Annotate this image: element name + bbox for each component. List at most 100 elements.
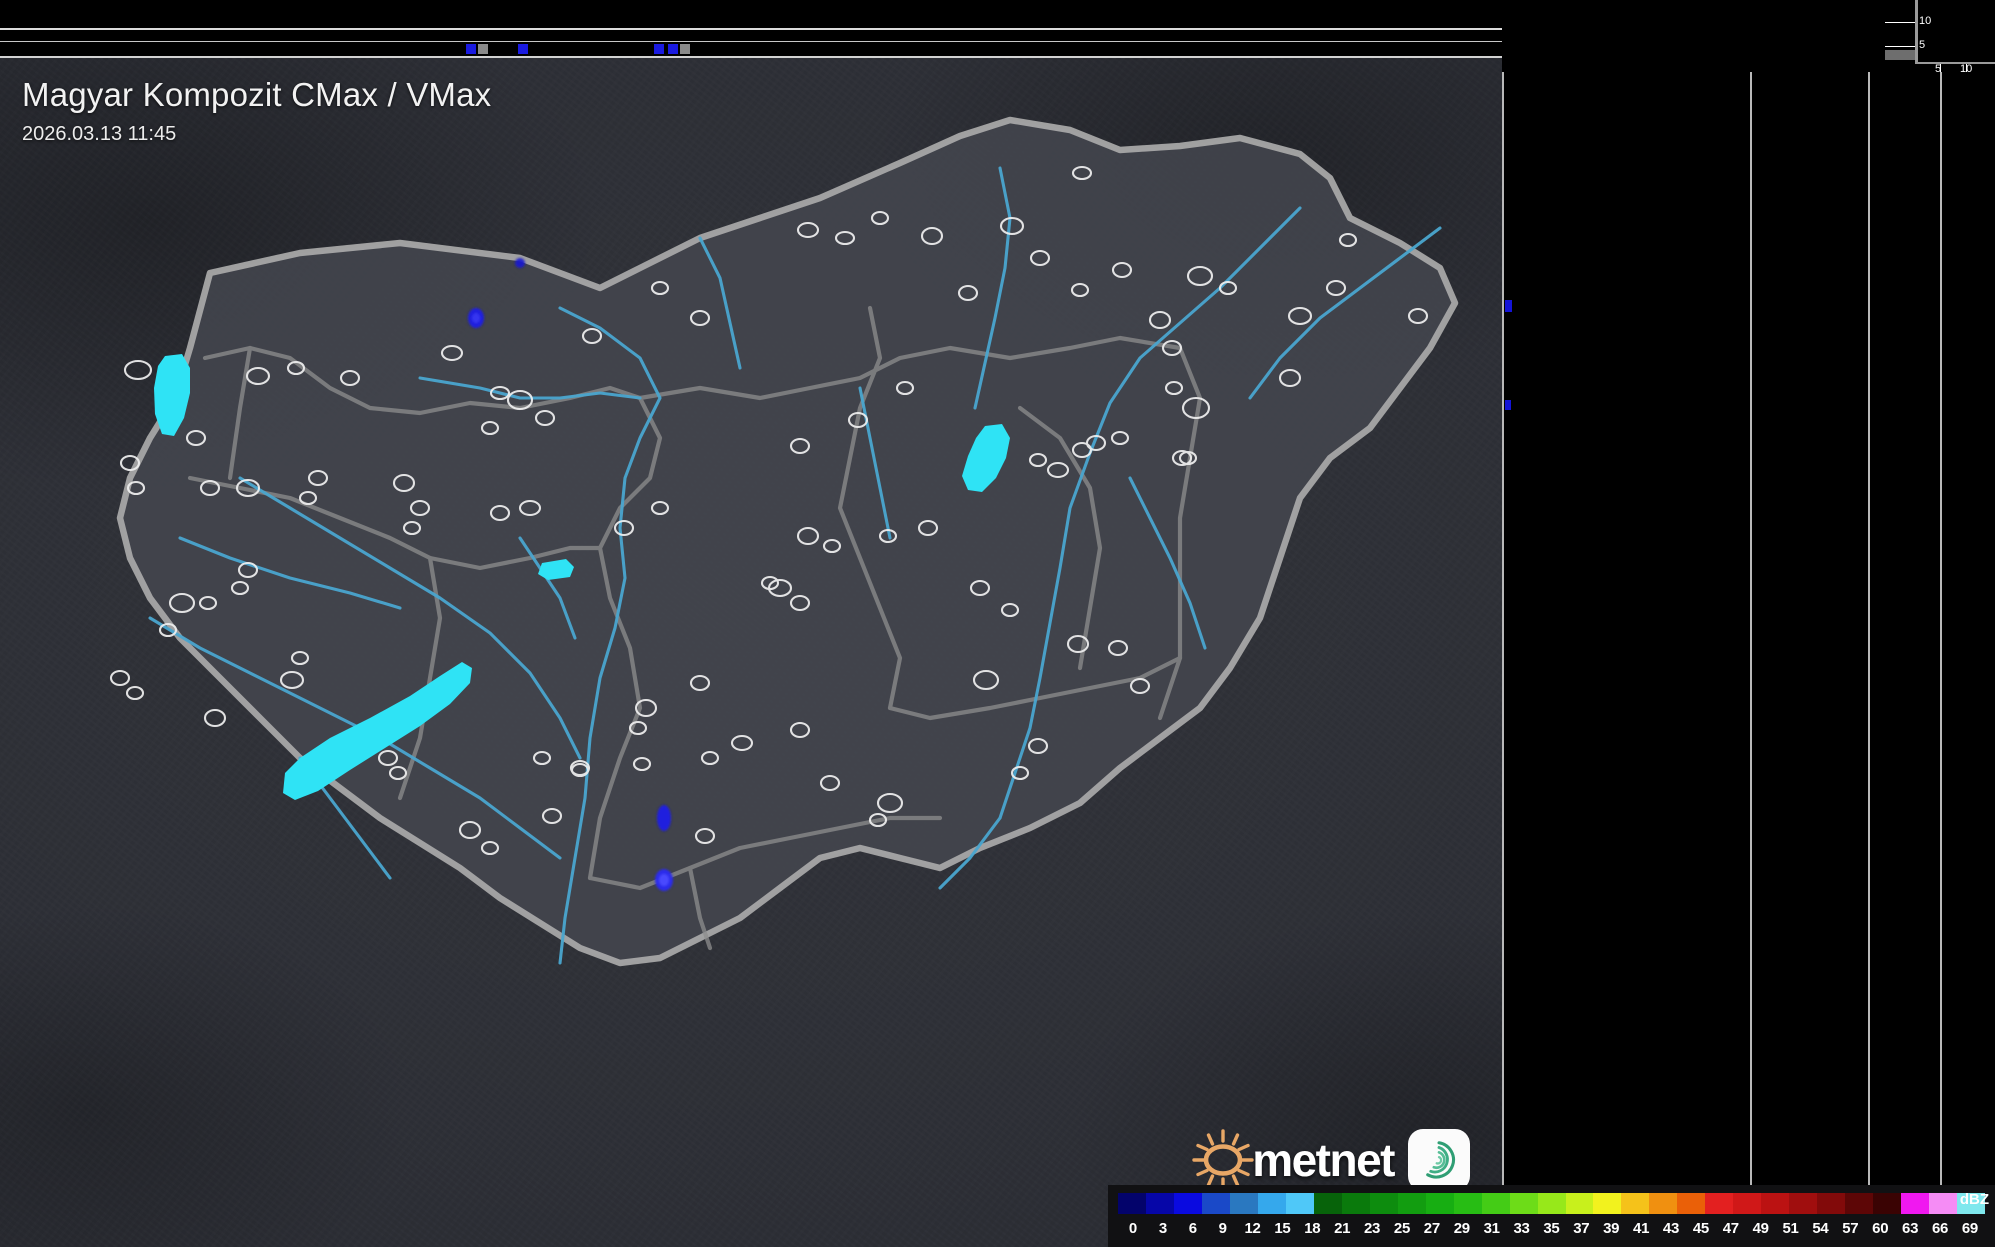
- page-title: Magyar Kompozit CMax / VMax: [22, 76, 492, 113]
- color-swatch: [1593, 1193, 1622, 1214]
- color-swatch: [1453, 1193, 1482, 1214]
- color-scale-tick: 18: [1304, 1220, 1321, 1237]
- color-scale-bar: [1118, 1193, 1986, 1214]
- color-swatch: [1789, 1193, 1818, 1214]
- title-block: Magyar Kompozit CMax / VMax 2026.03.13 1…: [22, 76, 491, 146]
- color-swatch: [1285, 1193, 1314, 1214]
- gutter-echo-marker-a: [1505, 300, 1512, 312]
- axis-y-label-5: 5: [1919, 39, 1926, 51]
- timeline-marker[interactable]: [466, 44, 476, 54]
- color-scale-tick: 49: [1752, 1220, 1769, 1237]
- axis-gridline-10: [1885, 22, 1915, 23]
- right-rail-2: [1750, 72, 1752, 1247]
- color-scale-tick: 33: [1513, 1220, 1530, 1237]
- color-scale-tick: 29: [1453, 1220, 1470, 1237]
- color-scale-labels: 0 3 6 9 12 15 18 21 23 25 27 29 31 33 35 37 39 41 43 45 47 49…: [1118, 1217, 1985, 1241]
- color-scale-tick: 21: [1334, 1220, 1351, 1237]
- timeline-strip[interactable]: [0, 0, 1502, 58]
- right-rail-1: [1502, 72, 1504, 1247]
- color-scale-tick: 45: [1692, 1220, 1709, 1237]
- timeline-marker[interactable]: [654, 44, 664, 54]
- brand-logo[interactable]: metnet: [1192, 1129, 1470, 1191]
- color-swatch: [1677, 1193, 1706, 1214]
- rivers: [148, 166, 1442, 965]
- sun-icon: [1192, 1129, 1254, 1191]
- color-scale-tick: 41: [1633, 1220, 1650, 1237]
- color-swatch: [1481, 1193, 1510, 1214]
- color-swatch: [1537, 1193, 1566, 1214]
- axis-y-label-10: 10: [1919, 15, 1932, 27]
- dbz-color-scale[interactable]: 0 3 6 9 12 15 18 21 23 25 27 29 31 33 35 37 39 41 43 45 47 49…: [1108, 1185, 1995, 1247]
- timeline-rule-top: [0, 28, 1502, 30]
- radar-map-canvas[interactable]: Magyar Kompozit CMax / VMax 2026.03.13 1…: [0, 58, 1502, 1247]
- color-swatch: [1901, 1193, 1930, 1214]
- axis-x-tick-5: [1940, 64, 1941, 72]
- color-swatch: [1145, 1193, 1174, 1214]
- color-swatch: [1761, 1193, 1790, 1214]
- gutter-echo-marker-b: [1505, 400, 1511, 410]
- color-scale-tick: 15: [1274, 1220, 1291, 1237]
- color-scale-tick: 60: [1872, 1220, 1889, 1237]
- color-swatch: [1621, 1193, 1650, 1214]
- color-swatch: [1173, 1193, 1202, 1214]
- color-swatch: [1873, 1193, 1902, 1214]
- color-scale-tick: 25: [1393, 1220, 1410, 1237]
- national-border: [116, 116, 1459, 967]
- color-scale-tick: 23: [1364, 1220, 1381, 1237]
- color-scale-tick: 27: [1423, 1220, 1440, 1237]
- axis-x-label-5: 5: [1935, 63, 1942, 75]
- color-swatch: [1733, 1193, 1762, 1214]
- axis-x-label-10: 10: [1960, 63, 1973, 75]
- timeline-rule-bottom: [0, 56, 1502, 58]
- axis-x-line: [1915, 62, 1995, 64]
- timeline-marker[interactable]: [478, 44, 488, 54]
- hungary-landmass: [120, 120, 1455, 963]
- color-scale-tick: 12: [1244, 1220, 1261, 1237]
- color-swatch: [1565, 1193, 1594, 1214]
- color-swatch: [1257, 1193, 1286, 1214]
- timeline-marker[interactable]: [668, 44, 678, 54]
- color-scale-tick: 66: [1931, 1220, 1949, 1237]
- right-rail-3: [1868, 72, 1870, 1247]
- color-scale-unit: dBZ: [1959, 1191, 1989, 1208]
- color-scale-tick: 6: [1188, 1220, 1197, 1237]
- color-scale-tick: 37: [1573, 1220, 1590, 1237]
- right-rail-4: [1940, 72, 1942, 1247]
- radar-echoes: [468, 258, 673, 891]
- timeline-marker[interactable]: [680, 44, 690, 54]
- color-scale-tick: 54: [1812, 1220, 1829, 1237]
- color-swatch: [1649, 1193, 1678, 1214]
- timeline-marker[interactable]: [518, 44, 528, 54]
- brand-name: metnet: [1252, 1134, 1395, 1186]
- color-swatch: [1341, 1193, 1370, 1214]
- color-swatch: [1845, 1193, 1874, 1214]
- color-scale-tick: 39: [1603, 1220, 1620, 1237]
- color-swatch: [1929, 1193, 1958, 1214]
- axis-gridline-5: [1885, 46, 1915, 47]
- color-scale-tick: 43: [1662, 1220, 1680, 1237]
- color-swatch: [1313, 1193, 1342, 1214]
- settlement-outlines: [109, 165, 1429, 856]
- color-swatch: [1425, 1193, 1454, 1214]
- color-scale-tick: 3: [1158, 1220, 1167, 1237]
- color-swatch: [1705, 1193, 1734, 1214]
- color-swatch: [1957, 1193, 1986, 1214]
- scale-axis-widget: 10 5 5 10: [1885, 0, 1995, 75]
- color-swatch: [1369, 1193, 1398, 1214]
- color-swatch: [1817, 1193, 1846, 1214]
- axis-y-line: [1915, 0, 1918, 62]
- color-scale-tick: 69: [1961, 1220, 1978, 1237]
- color-scale-tick: 35: [1543, 1220, 1560, 1237]
- color-swatch: [1229, 1193, 1258, 1214]
- map-vector-layer: [0, 58, 1502, 1247]
- color-scale-tick: 47: [1722, 1220, 1739, 1237]
- timeline-rule-mid: [0, 41, 1502, 42]
- color-scale-tick: 57: [1842, 1220, 1859, 1237]
- timestamp-label: 2026.03.13 11:45: [22, 123, 177, 145]
- metnet-app-icon[interactable]: [1408, 1129, 1470, 1191]
- color-swatch: [1397, 1193, 1426, 1214]
- axis-shade-band: [1885, 50, 1915, 60]
- color-scale-tick: 0: [1128, 1220, 1137, 1237]
- color-swatch: [1201, 1193, 1230, 1214]
